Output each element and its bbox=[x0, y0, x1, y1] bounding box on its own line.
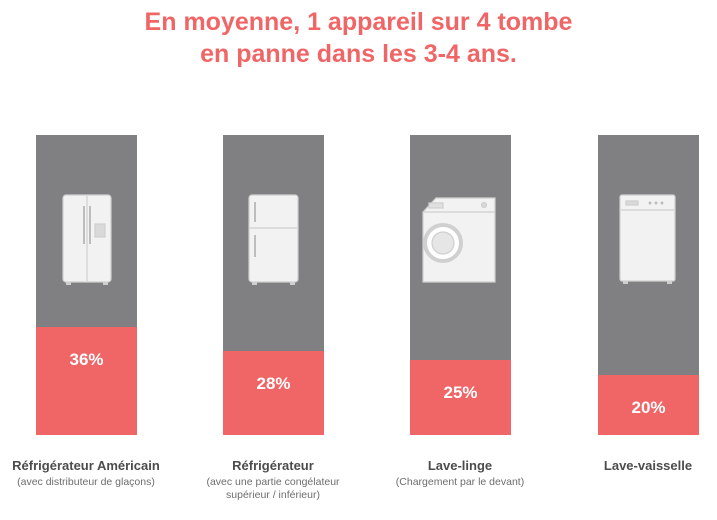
category-label: Réfrigérateur Américain bbox=[12, 458, 160, 473]
chart-title-line-1: En moyenne, 1 appareil sur 4 tombe bbox=[144, 8, 573, 36]
category-caption-4: Lave-vaisselle bbox=[573, 458, 717, 476]
bar-2 bbox=[223, 351, 324, 435]
bar-value-label-1: 36% bbox=[69, 350, 103, 369]
washing-machine-icon bbox=[422, 197, 496, 283]
bar-value-label-4: 20% bbox=[631, 398, 665, 417]
chart-title: En moyenne, 1 appareil sur 4 tombe en pa… bbox=[0, 6, 717, 70]
bar-1 bbox=[36, 327, 137, 435]
category-label: Réfrigérateur bbox=[232, 458, 314, 473]
category-caption-3: Lave-linge (Chargement par le devant) bbox=[385, 458, 535, 489]
bar-value-label-3: 25% bbox=[443, 383, 477, 402]
bar-3 bbox=[410, 360, 511, 435]
dishwasher-icon bbox=[619, 194, 676, 284]
chart-title-line-2: en panne dans les 3-4 ans. bbox=[200, 40, 517, 68]
category-label: Lave-vaisselle bbox=[603, 458, 693, 473]
bar-value-label-2: 28% bbox=[256, 374, 290, 393]
bar-4 bbox=[598, 375, 699, 435]
category-sublabel: (avec distributeur de glaçons) bbox=[17, 476, 155, 488]
category-sublabel: (avec une partie congélateur supérieur /… bbox=[206, 476, 340, 501]
category-caption-1: Réfrigérateur Américain (avec distribute… bbox=[11, 458, 161, 489]
category-caption-2: Réfrigérateur (avec une partie congélate… bbox=[198, 458, 348, 502]
category-sublabel: (Chargement par le devant) bbox=[395, 476, 525, 488]
category-label: Lave-linge bbox=[427, 458, 493, 473]
fridge-icon bbox=[248, 194, 299, 285]
american-fridge-icon bbox=[62, 194, 112, 285]
